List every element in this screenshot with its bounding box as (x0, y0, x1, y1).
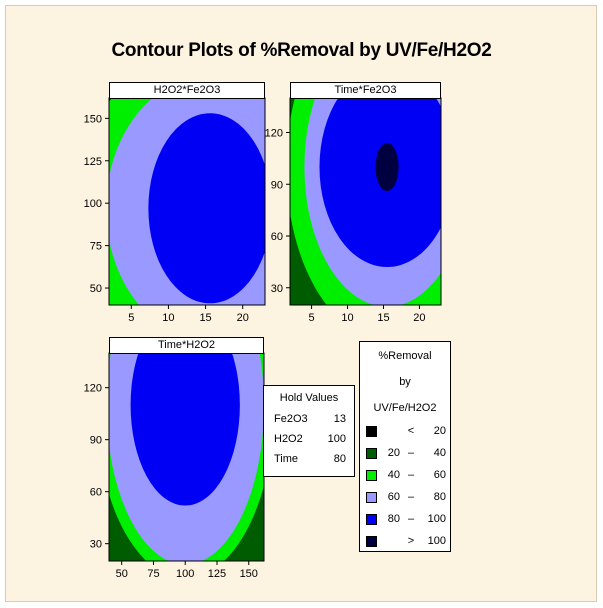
chart-title: Contour Plots of %Removal by UV/Fe/H2O2 (111, 40, 492, 61)
legend-hi-label: 20 (433, 425, 446, 437)
legend-op-label: – (407, 469, 415, 481)
x-tick-label: 5 (309, 312, 315, 324)
x-tick-label: 15 (199, 312, 211, 324)
legend-hi-label: 80 (433, 491, 446, 503)
hold-values-title: Hold Values (279, 392, 339, 404)
y-tick-label: 30 (90, 539, 102, 551)
legend-op-label: – (407, 513, 415, 525)
contour-plot-time-h2o2: 50 75 100 125 150 30 60 90 120 (84, 352, 265, 580)
x-tick-label: 20 (413, 312, 425, 324)
legend-entry: 40– 60 (366, 469, 448, 484)
hold-value-name: H2O2 (274, 433, 303, 445)
x-tick-label: 5 (128, 312, 134, 324)
panel-title-time-fe2o3: Time*Fe2O3 (290, 82, 441, 99)
legend-lo-label: 60 (387, 491, 400, 503)
y-tick-label: 50 (90, 283, 102, 295)
x-tick-label: 50 (116, 568, 128, 580)
legend-swatch (366, 492, 377, 503)
x-tick-label: 100 (176, 568, 194, 580)
contour-panel-time-fe2o3: 5 10 15 20 30 60 90 120 (265, 97, 442, 324)
legend-swatch (366, 536, 377, 547)
hold-value-name: Time (274, 453, 299, 465)
hold-value-name: Fe2O3 (274, 413, 308, 425)
contour-plot-time-fe2o3: 5 10 15 20 30 60 90 120 (265, 97, 442, 324)
y-tick-label: 150 (84, 113, 102, 125)
legend-hi-label: 100 (427, 513, 446, 525)
contour-band-80-100 (130, 353, 240, 506)
contour-panel-time-h2o2: 50 75 100 125 150 30 60 90 120 (84, 352, 265, 580)
legend-swatch (366, 448, 377, 459)
contour-bands (109, 98, 265, 305)
y-tick-label: 60 (90, 487, 102, 499)
y-tick-label: 60 (271, 231, 283, 243)
y-tick-label: 120 (84, 383, 102, 395)
legend-lo-label: 80 (387, 513, 400, 525)
panel-title-time-h2o2: Time*H2O2 (109, 337, 264, 354)
y-tick-label: 100 (84, 198, 102, 210)
legend-lo-label: 20 (387, 447, 400, 459)
y-tick-label: 30 (271, 283, 283, 295)
legend-entry: 20– 40 (366, 447, 448, 462)
y-tick-label: 90 (90, 435, 102, 447)
legend-op-label: < (407, 425, 415, 437)
contour-bands (290, 98, 441, 305)
legend-entry: <20 (366, 425, 448, 440)
legend-entry: 80–100 (366, 513, 448, 528)
legend-lo-label: 40 (387, 469, 400, 481)
hold-values-row: Fe2O3 13 (274, 413, 346, 429)
contour-band-gt100 (375, 142, 399, 192)
legend-title-line: by (399, 376, 411, 388)
y-tick-label: 120 (265, 128, 283, 140)
y-tick-label: 75 (90, 241, 102, 253)
legend-op-label: – (407, 491, 415, 503)
legend-entry: 60– 80 (366, 491, 448, 506)
hold-values-row: Time 80 (274, 453, 346, 469)
hold-values-box: Hold Values Fe2O3 13 H2O2 100 Time 80 (263, 385, 355, 477)
hold-value-number: 13 (333, 413, 346, 425)
x-tick-label: 10 (341, 312, 353, 324)
x-tick-label: 150 (240, 568, 258, 580)
panel-title-h2o2-fe2o3: H2O2*Fe2O3 (109, 82, 265, 99)
legend-op-label: – (407, 447, 415, 459)
legend-hi-label: 40 (433, 447, 446, 459)
contour-band-80-100 (148, 113, 265, 304)
legend-swatch (366, 470, 377, 481)
hold-value-number: 80 (333, 453, 346, 465)
legend-title-line: %Removal (378, 350, 432, 362)
y-tick-label: 90 (271, 179, 283, 191)
legend-swatch (366, 514, 377, 525)
legend-entry: >100 (366, 535, 448, 550)
hold-value-number: 100 (327, 433, 346, 445)
legend-swatch (366, 426, 377, 437)
x-tick-label: 15 (377, 312, 389, 324)
legend-hi-label: 60 (433, 469, 446, 481)
legend-hi-label: 100 (427, 535, 446, 547)
x-tick-label: 125 (208, 568, 226, 580)
x-tick-label: 75 (147, 568, 159, 580)
legend: %Removal by UV/Fe/H2O2 <20 20–40 40–60 60–8… (359, 341, 451, 552)
legend-title-line: UV/Fe/H2O2 (373, 402, 437, 414)
x-tick-label: 10 (162, 312, 174, 324)
y-tick-label: 125 (84, 156, 102, 168)
contour-panel-h2o2-fe2o3: 5 10 15 20 50 75 100 125 150 (84, 97, 266, 324)
legend-op-label: > (407, 535, 415, 547)
contour-plot-h2o2-fe2o3: 5 10 15 20 50 75 100 125 150 (84, 97, 266, 324)
hold-values-row: H2O2 100 (274, 433, 346, 449)
contour-bands (109, 353, 264, 561)
x-tick-label: 20 (237, 312, 249, 324)
